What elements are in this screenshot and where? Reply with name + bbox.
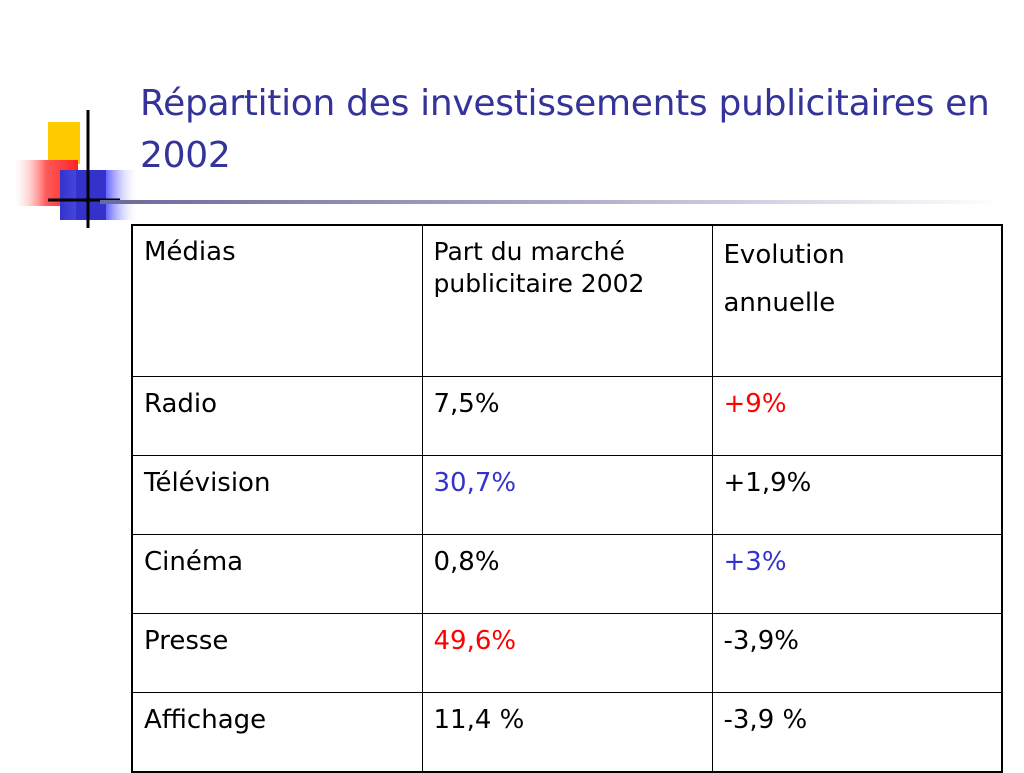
header-part-marche: Part du marché publicitaire 2002	[421, 224, 713, 377]
header-medias: Médias	[131, 224, 423, 377]
cell-evolution: -3,9%	[711, 613, 1003, 693]
cell-part: 49,6%	[421, 613, 713, 693]
cell-media: Radio	[131, 376, 423, 456]
cell-part: 11,4 %	[421, 692, 713, 773]
title-underline	[100, 200, 1000, 204]
cell-part: 7,5%	[421, 376, 713, 456]
cell-evolution: +9%	[711, 376, 1003, 456]
header-evolution-line2: annuelle	[723, 288, 836, 318]
cell-media: Affichage	[131, 692, 423, 773]
cell-part: 0,8%	[421, 534, 713, 614]
cell-part: 30,7%	[421, 455, 713, 535]
media-investment-table: Médias Part du marché publicitaire 2002 …	[131, 224, 1003, 773]
slide-title: Répartition des investissements publicit…	[140, 83, 990, 176]
header-evolution-line1: Evolution	[723, 240, 845, 270]
cell-media: Presse	[131, 613, 423, 693]
cell-media: Cinéma	[131, 534, 423, 614]
cell-evolution: +3%	[711, 534, 1003, 614]
cell-media: Télévision	[131, 455, 423, 535]
header-evolution: Evolution annuelle	[711, 224, 1003, 377]
table-row: Presse 49,6% -3,9%	[131, 613, 1003, 693]
slide-logo-graphic	[14, 110, 138, 228]
table-row: Radio 7,5% +9%	[131, 376, 1003, 456]
table-row: Télévision 30,7% +1,9%	[131, 455, 1003, 535]
table-row: Affichage 11,4 % -3,9 %	[131, 692, 1003, 773]
logo-yellow-square	[48, 122, 80, 164]
table-header-row: Médias Part du marché publicitaire 2002 …	[131, 224, 1003, 377]
table-row: Cinéma 0,8% +3%	[131, 534, 1003, 614]
cell-evolution: -3,9 %	[711, 692, 1003, 773]
logo-blue-square	[76, 170, 106, 220]
cell-evolution: +1,9%	[711, 455, 1003, 535]
